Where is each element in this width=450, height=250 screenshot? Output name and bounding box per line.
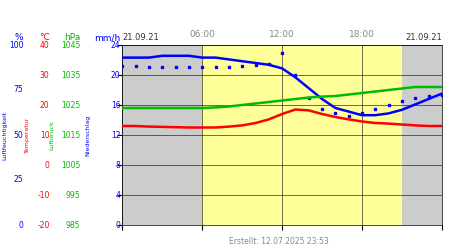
Text: 0: 0	[116, 220, 121, 230]
Text: mm/h: mm/h	[94, 34, 121, 42]
Bar	[402, 45, 442, 225]
Text: 25: 25	[14, 176, 23, 184]
Text: 1005: 1005	[61, 160, 80, 170]
Text: 16: 16	[111, 100, 121, 110]
Text: Niederschlag: Niederschlag	[85, 114, 90, 156]
Text: -20: -20	[37, 220, 50, 230]
Text: 1035: 1035	[61, 70, 80, 80]
Text: 100: 100	[9, 40, 23, 50]
Text: Erstellt: 12.07.2025 23:53: Erstellt: 12.07.2025 23:53	[229, 237, 329, 246]
Text: 50: 50	[14, 130, 23, 140]
Text: 0: 0	[18, 220, 23, 230]
Text: %: %	[15, 34, 23, 42]
Text: Luftdruck: Luftdruck	[49, 120, 54, 150]
Text: 985: 985	[66, 220, 80, 230]
Text: 21.09.21: 21.09.21	[405, 34, 442, 42]
Text: 1015: 1015	[61, 130, 80, 140]
Text: 10: 10	[40, 130, 50, 140]
Text: 4: 4	[116, 190, 121, 200]
Text: °C: °C	[39, 34, 50, 42]
Text: 0: 0	[45, 160, 50, 170]
Text: 24: 24	[111, 40, 121, 50]
Text: 40: 40	[40, 40, 50, 50]
Text: 12: 12	[111, 130, 121, 140]
Text: Temperatur: Temperatur	[24, 117, 30, 153]
Text: 995: 995	[66, 190, 80, 200]
Text: hPa: hPa	[64, 34, 80, 42]
Bar	[362, 45, 402, 225]
Text: 1025: 1025	[61, 100, 80, 110]
Text: -10: -10	[37, 190, 50, 200]
Text: Luftfeuchtigkeit: Luftfeuchtigkeit	[2, 110, 7, 160]
Bar	[202, 45, 362, 225]
Text: 75: 75	[14, 86, 23, 94]
Text: 30: 30	[40, 70, 50, 80]
Text: 20: 20	[111, 70, 121, 80]
Text: 20: 20	[40, 100, 50, 110]
Bar	[122, 45, 202, 225]
Text: 1045: 1045	[61, 40, 80, 50]
Text: 8: 8	[116, 160, 121, 170]
Text: 21.09.21: 21.09.21	[122, 34, 159, 42]
